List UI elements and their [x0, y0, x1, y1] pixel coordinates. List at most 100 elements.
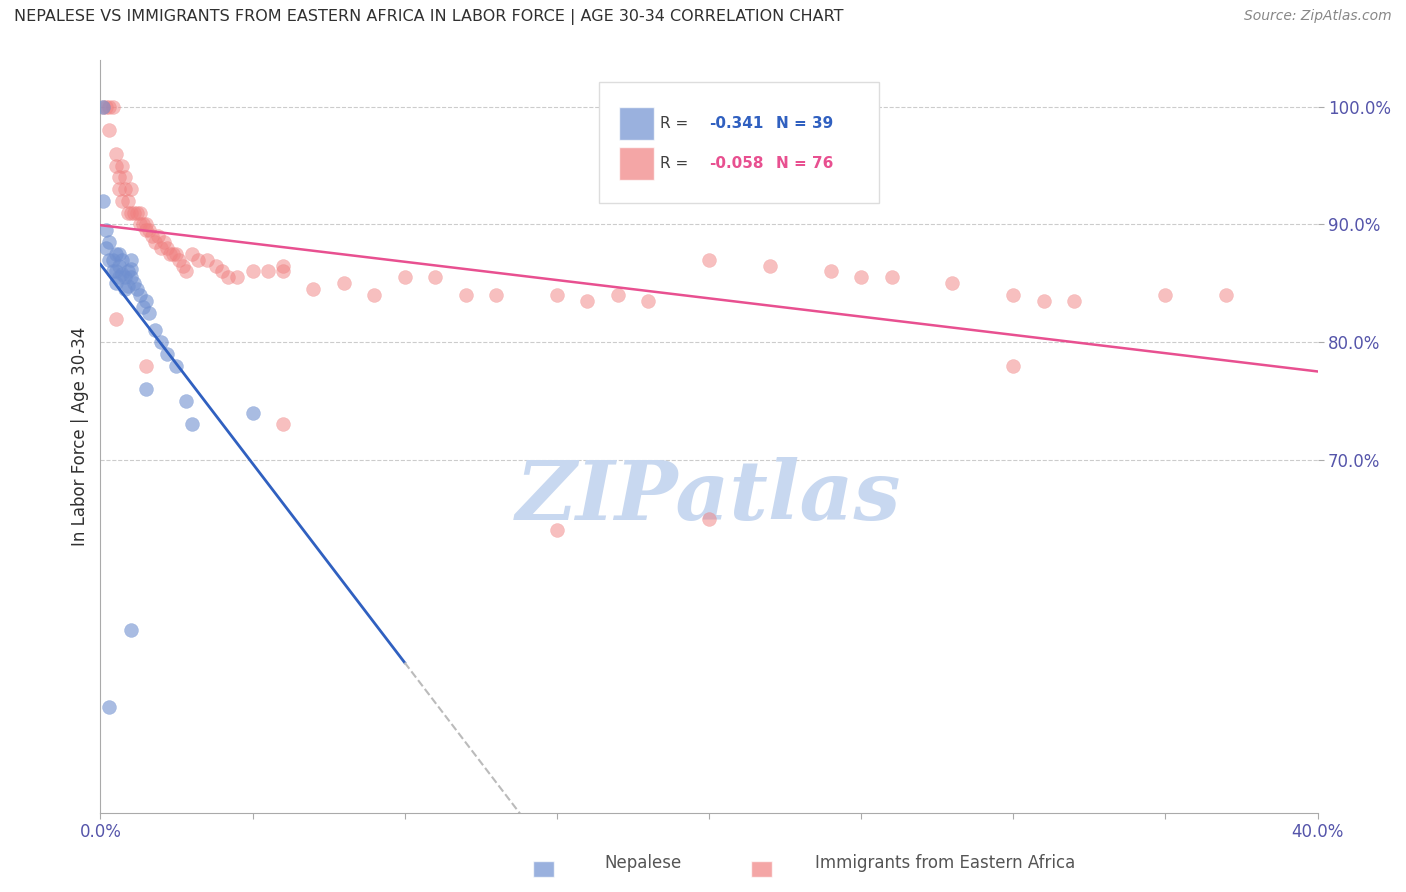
Point	[98, 235, 121, 249]
Point	[849, 270, 872, 285]
Point	[156, 347, 179, 361]
Point	[101, 252, 124, 267]
Point	[1063, 293, 1085, 308]
Point	[302, 282, 325, 296]
Point	[120, 262, 142, 277]
Point	[485, 288, 508, 302]
Text: Nepalese: Nepalese	[605, 855, 682, 872]
Point	[174, 393, 197, 408]
Point	[98, 123, 121, 137]
Point	[271, 417, 294, 432]
Point	[96, 100, 118, 114]
Point	[98, 100, 121, 114]
Text: Immigrants from Eastern Africa: Immigrants from Eastern Africa	[815, 855, 1076, 872]
Point	[101, 100, 124, 114]
Point	[333, 277, 356, 291]
Point	[114, 282, 136, 296]
Point	[120, 624, 142, 638]
Text: R =: R =	[661, 156, 693, 171]
Point	[880, 270, 903, 285]
Point	[111, 267, 134, 281]
Point	[107, 170, 129, 185]
Point	[135, 218, 157, 232]
Point	[150, 241, 173, 255]
Text: R =: R =	[661, 116, 693, 131]
Point	[697, 252, 720, 267]
Point	[143, 235, 166, 249]
Point	[104, 277, 127, 291]
Point	[98, 700, 121, 714]
Point	[165, 359, 187, 373]
Point	[93, 194, 115, 208]
Point	[117, 194, 139, 208]
Point	[120, 270, 142, 285]
Point	[226, 270, 249, 285]
Point	[217, 270, 239, 285]
Point	[141, 229, 163, 244]
Point	[114, 170, 136, 185]
Point	[107, 182, 129, 196]
Point	[546, 288, 568, 302]
Text: NEPALESE VS IMMIGRANTS FROM EASTERN AFRICA IN LABOR FORCE | AGE 30-34 CORRELATIO: NEPALESE VS IMMIGRANTS FROM EASTERN AFRI…	[14, 9, 844, 25]
Point	[1154, 288, 1177, 302]
Point	[138, 223, 160, 237]
Point	[120, 182, 142, 196]
Point	[546, 524, 568, 538]
FancyBboxPatch shape	[599, 82, 879, 202]
Point	[146, 229, 169, 244]
Text: N = 39: N = 39	[776, 116, 834, 131]
Point	[117, 278, 139, 293]
Point	[107, 247, 129, 261]
Point	[122, 277, 145, 291]
Text: -0.058: -0.058	[709, 156, 763, 171]
Point	[98, 252, 121, 267]
Point	[242, 264, 264, 278]
Point	[104, 247, 127, 261]
Point	[111, 252, 134, 267]
Point	[1002, 359, 1025, 373]
Point	[135, 382, 157, 396]
Point	[1032, 293, 1054, 308]
Point	[1215, 288, 1237, 302]
Point	[104, 146, 127, 161]
Point	[132, 218, 155, 232]
Y-axis label: In Labor Force | Age 30-34: In Labor Force | Age 30-34	[72, 326, 89, 546]
Point	[271, 259, 294, 273]
Point	[101, 264, 124, 278]
Point	[153, 235, 176, 249]
Point	[211, 264, 233, 278]
Point	[172, 259, 194, 273]
Point	[135, 359, 157, 373]
Point	[129, 205, 152, 219]
Point	[156, 241, 179, 255]
Point	[122, 205, 145, 219]
Point	[363, 288, 385, 302]
Point	[271, 264, 294, 278]
Point	[174, 264, 197, 278]
Point	[195, 252, 218, 267]
Point	[117, 205, 139, 219]
Point	[606, 288, 628, 302]
Point	[104, 159, 127, 173]
Point	[114, 182, 136, 196]
Point	[697, 511, 720, 525]
Point	[125, 282, 148, 296]
Point	[135, 223, 157, 237]
Point	[114, 270, 136, 285]
Point	[187, 252, 209, 267]
Point	[111, 159, 134, 173]
Point	[162, 247, 184, 261]
Point	[1002, 288, 1025, 302]
Point	[454, 288, 477, 302]
Point	[104, 311, 127, 326]
Point	[117, 264, 139, 278]
Point	[93, 100, 115, 114]
Point	[576, 293, 599, 308]
Text: N = 76: N = 76	[776, 156, 834, 171]
Point	[759, 259, 782, 273]
Point	[423, 270, 446, 285]
Point	[150, 335, 173, 350]
Text: Source: ZipAtlas.com: Source: ZipAtlas.com	[1244, 9, 1392, 23]
Point	[132, 300, 155, 314]
Point	[242, 406, 264, 420]
